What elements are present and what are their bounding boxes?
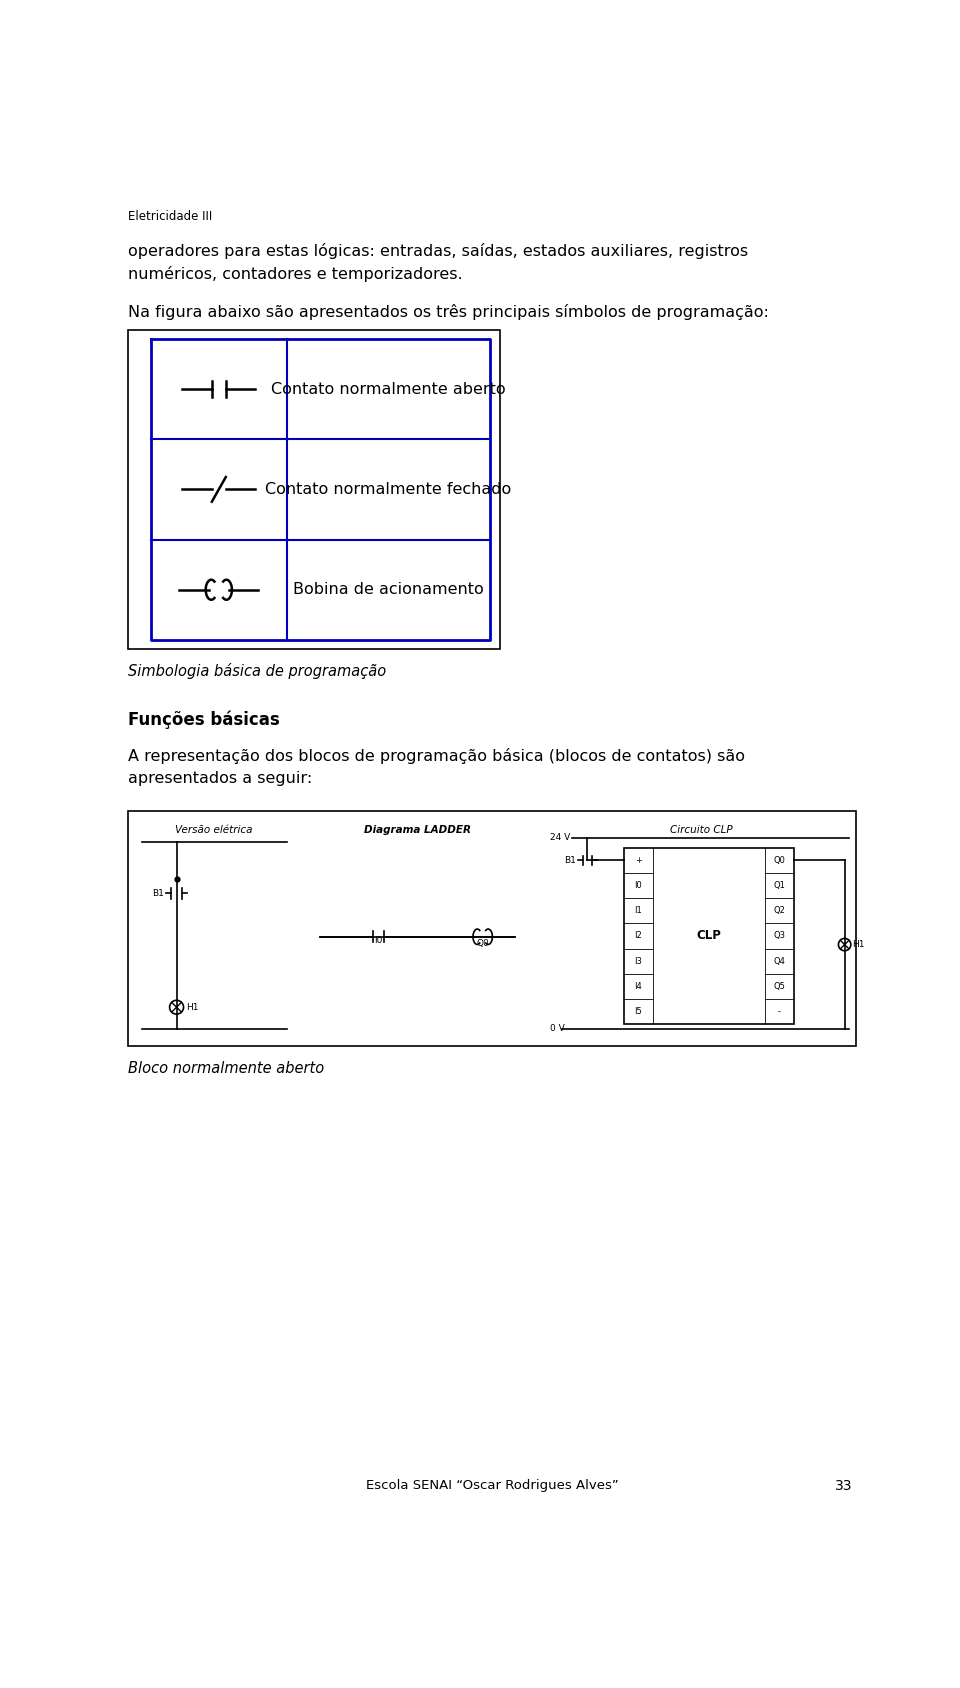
Text: Circuito CLP: Circuito CLP bbox=[670, 825, 732, 836]
Text: Eletricidade III: Eletricidade III bbox=[128, 211, 212, 223]
Text: apresentados a seguir:: apresentados a seguir: bbox=[128, 771, 312, 787]
Text: +: + bbox=[635, 856, 642, 864]
Text: Na figura abaixo são apresentados os três principais símbolos de programação:: Na figura abaixo são apresentados os trê… bbox=[128, 304, 769, 321]
Text: Funções básicas: Funções básicas bbox=[128, 711, 279, 729]
Text: 33: 33 bbox=[835, 1479, 852, 1494]
Bar bbox=[128, 810, 856, 1045]
Text: I0: I0 bbox=[635, 881, 642, 890]
Text: I0: I0 bbox=[373, 937, 382, 945]
Text: B1: B1 bbox=[153, 888, 164, 898]
Text: H1: H1 bbox=[186, 1003, 199, 1011]
Text: I4: I4 bbox=[635, 982, 642, 991]
Text: Escola SENAI “Oscar Rodrigues Alves”: Escola SENAI “Oscar Rodrigues Alves” bbox=[366, 1479, 618, 1492]
Text: Q0: Q0 bbox=[774, 856, 785, 864]
Bar bbox=[624, 847, 794, 1025]
Text: I2: I2 bbox=[635, 932, 642, 940]
Text: Simbologia básica de programação: Simbologia básica de programação bbox=[128, 663, 386, 679]
Text: Q0: Q0 bbox=[476, 939, 489, 947]
Text: H1: H1 bbox=[852, 940, 865, 949]
Text: Q4: Q4 bbox=[774, 957, 785, 966]
Text: 24 V: 24 V bbox=[550, 834, 570, 842]
Text: CLP: CLP bbox=[697, 930, 721, 942]
Text: B1: B1 bbox=[564, 856, 576, 864]
Text: I5: I5 bbox=[635, 1008, 642, 1016]
Text: Versão elétrica: Versão elétrica bbox=[176, 825, 252, 836]
Text: A representação dos blocos de programação básica (blocos de contatos) são: A representação dos blocos de programaçã… bbox=[128, 748, 745, 763]
Text: 0 V: 0 V bbox=[550, 1025, 564, 1033]
Text: Q3: Q3 bbox=[774, 932, 785, 940]
Text: Contato normalmente aberto: Contato normalmente aberto bbox=[272, 381, 506, 397]
Text: numéricos, contadores e temporizadores.: numéricos, contadores e temporizadores. bbox=[128, 265, 463, 282]
Text: -: - bbox=[778, 1008, 781, 1016]
Text: operadores para estas lógicas: entradas, saídas, estados auxiliares, registros: operadores para estas lógicas: entradas,… bbox=[128, 243, 748, 258]
Text: I3: I3 bbox=[635, 957, 642, 966]
Text: Contato normalmente fechado: Contato normalmente fechado bbox=[265, 481, 512, 496]
Text: Bloco normalmente aberto: Bloco normalmente aberto bbox=[128, 1062, 324, 1077]
Text: Diagrama LADDER: Diagrama LADDER bbox=[364, 825, 471, 836]
Text: Bobina de acionamento: Bobina de acionamento bbox=[293, 582, 484, 598]
Text: I1: I1 bbox=[635, 906, 642, 915]
Text: Q2: Q2 bbox=[774, 906, 785, 915]
Bar bbox=[128, 329, 500, 650]
Text: Q1: Q1 bbox=[774, 881, 785, 890]
Text: Q5: Q5 bbox=[774, 982, 785, 991]
